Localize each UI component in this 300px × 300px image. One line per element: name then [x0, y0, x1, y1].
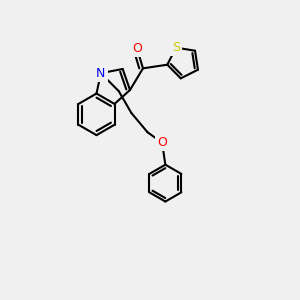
- Text: O: O: [157, 136, 167, 149]
- Text: O: O: [132, 42, 142, 55]
- Text: N: N: [96, 67, 106, 80]
- Text: S: S: [172, 41, 180, 54]
